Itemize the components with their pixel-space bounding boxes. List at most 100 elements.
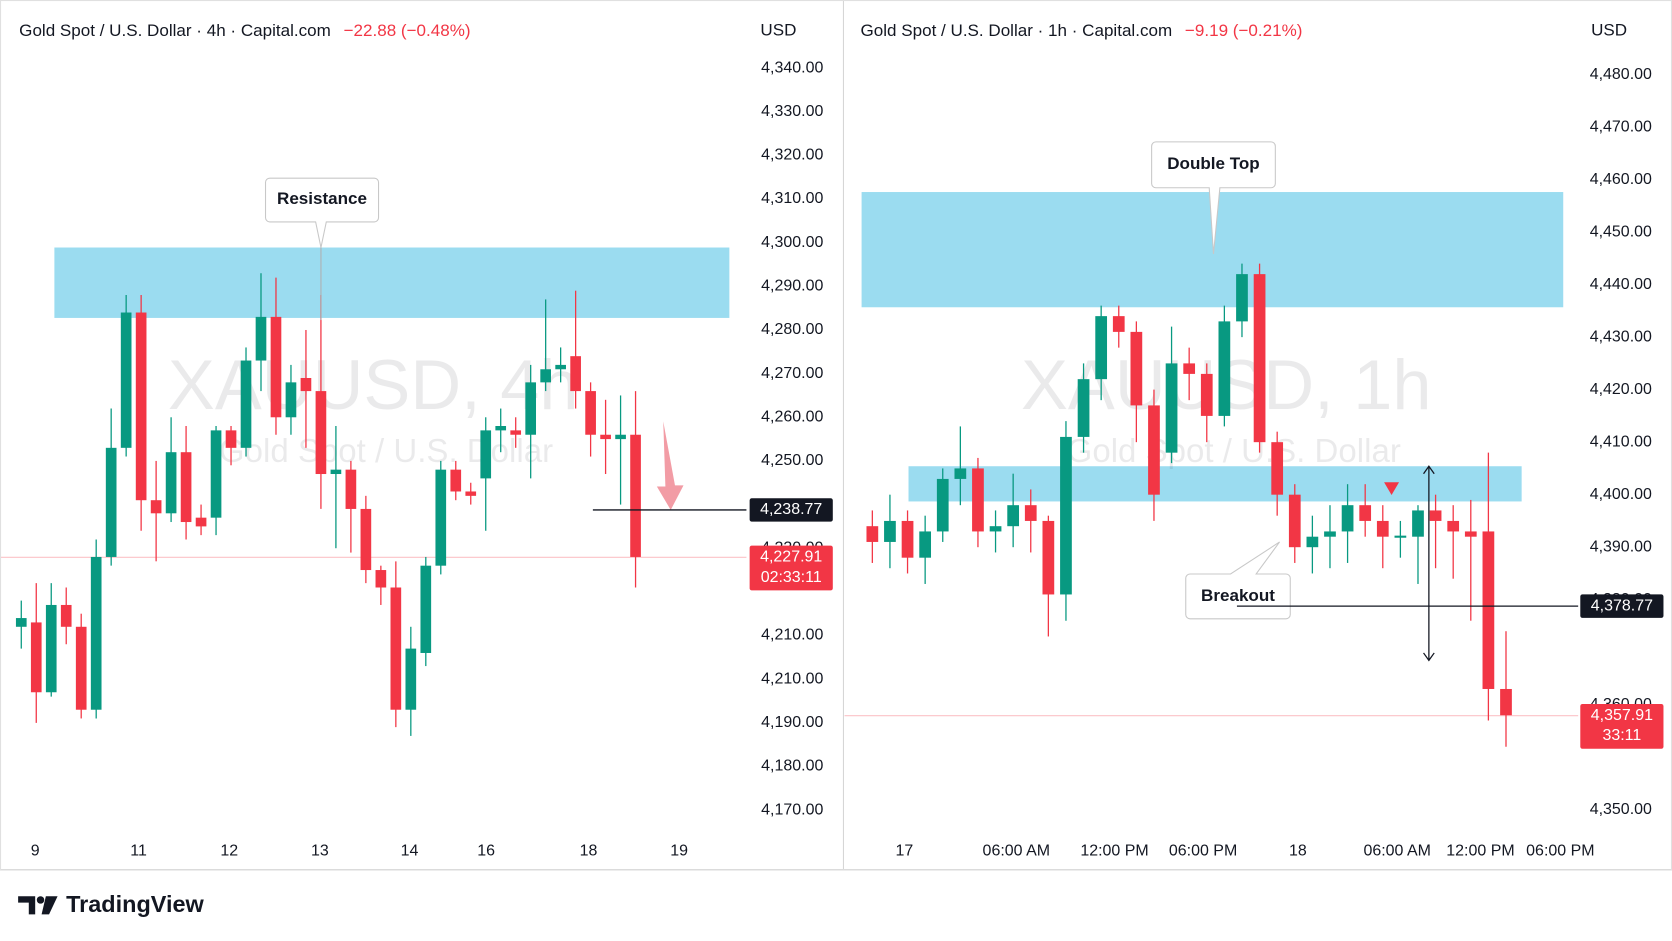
candle-body <box>330 469 342 475</box>
y-tick-label: 4,340.00 <box>761 59 823 76</box>
candle-body <box>1253 274 1266 443</box>
candle-body <box>30 622 42 693</box>
annotation-text: Resistance <box>277 189 367 208</box>
y-tick-label: 4,440.00 <box>1590 276 1652 293</box>
candle-body <box>150 500 162 514</box>
candle-body <box>1060 436 1072 595</box>
candle-body <box>1376 520 1389 537</box>
double-top-callout <box>1151 141 1276 254</box>
candle-body <box>195 517 207 527</box>
candle-body <box>1165 363 1178 453</box>
symbol-title: Gold Spot / U.S. Dollar · 1h · Capital.c… <box>861 20 1173 39</box>
candle-body <box>495 426 507 431</box>
candle-body <box>45 604 57 693</box>
candle-body <box>1324 531 1336 537</box>
candle-body <box>630 434 641 557</box>
candle-body <box>972 468 984 532</box>
candle-body <box>105 447 117 557</box>
candle-body <box>1464 531 1477 537</box>
candle-body <box>1183 363 1196 374</box>
y-tick-label: 4,210.00 <box>761 627 823 644</box>
candle-body <box>165 452 177 514</box>
price-tag <box>749 498 833 522</box>
y-tick-label: 4,390.00 <box>1590 538 1652 555</box>
candle-body <box>90 556 102 710</box>
last-price-label: 4,357.91 <box>1591 707 1653 724</box>
candle-body <box>1077 379 1090 437</box>
candle-body <box>1341 505 1354 532</box>
candle-body <box>180 452 192 523</box>
y-tick-label: 4,210.00 <box>761 670 823 687</box>
candle-body <box>1095 316 1108 380</box>
candle-body <box>1500 688 1512 716</box>
resistance-callout <box>264 177 380 248</box>
candle-body <box>1412 510 1424 537</box>
candle-body <box>480 430 492 479</box>
candle-body <box>135 312 147 501</box>
x-tick-label: 12:00 PM <box>1080 843 1148 860</box>
candle-body <box>420 565 432 653</box>
x-tick-label: 11 <box>130 843 147 860</box>
symbol-title: Gold Spot / U.S. Dollar · 4h · Capital.c… <box>19 20 331 39</box>
y-tick-label: 4,170.00 <box>761 801 823 818</box>
y-tick-label: 4,400.00 <box>1590 486 1652 503</box>
y-tick-label: 4,250.00 <box>761 452 823 469</box>
candle-body <box>120 312 132 448</box>
signal-triangle <box>1384 482 1400 496</box>
x-tick-label: 18 <box>1289 843 1307 860</box>
candle-body <box>1394 535 1407 538</box>
currency: USD <box>1591 20 1627 39</box>
candle-body <box>540 369 551 383</box>
y-tick-label: 4,320.00 <box>761 147 823 164</box>
x-tick-label: 14 <box>401 843 419 860</box>
candle-body <box>600 434 611 440</box>
brand-name: TradingView <box>66 891 204 917</box>
candle-body <box>615 434 626 440</box>
price-change: −22.88 (−0.48%) <box>344 20 471 39</box>
last-price-tag <box>1580 703 1664 749</box>
annotations: Resistance Double Top Breakout <box>264 141 1435 662</box>
candle-body <box>1112 316 1125 332</box>
price-change: −9.19 (−0.21%) <box>1185 20 1302 39</box>
candle-body <box>225 430 237 448</box>
candle-body <box>570 356 581 392</box>
candle-body <box>405 648 417 710</box>
candle-body <box>989 526 1002 532</box>
currency: USD <box>760 20 796 39</box>
last-price-tag <box>749 545 833 591</box>
price-tag-label: 4,378.77 <box>1591 597 1653 614</box>
watermark-subtitle: Gold Spot / U.S. Dollar <box>219 433 553 470</box>
resistance-zone <box>54 247 730 318</box>
x-tick-label: 17 <box>895 843 913 860</box>
x-tick-label: 16 <box>477 843 495 860</box>
x-tick-label: 06:00 AM <box>983 843 1051 860</box>
brand-logo: TradingView <box>18 891 205 917</box>
x-tick-label: 9 <box>31 843 40 860</box>
candle-body <box>210 430 222 518</box>
candle-body <box>585 391 596 435</box>
candle-body <box>1236 274 1248 322</box>
candle-body <box>954 468 967 479</box>
zones <box>54 192 1564 502</box>
candle-body <box>555 364 566 370</box>
y-tick-label: 4,480.00 <box>1590 66 1652 83</box>
y-tick-label: 4,470.00 <box>1590 118 1652 135</box>
candle-body <box>1218 321 1231 416</box>
countdown-label: 33:11 <box>1602 727 1641 744</box>
x-tick-label: 06:00 PM <box>1526 843 1594 860</box>
x-tick-label: 13 <box>311 843 329 860</box>
price-tag-label: 4,238.77 <box>760 501 822 518</box>
candle-body <box>75 626 87 710</box>
x-tick-label: 06:00 PM <box>1169 843 1237 860</box>
candle-body <box>1042 520 1055 595</box>
watermark: XAUUSD, 4h <box>168 345 579 424</box>
last-price-label: 4,227.91 <box>760 549 822 566</box>
candles <box>0 263 1579 747</box>
logo-part <box>41 896 58 915</box>
headers: Gold Spot / U.S. Dollar · 4h · Capital.c… <box>19 20 1627 39</box>
x-tick-label: 06:00 AM <box>1363 843 1431 860</box>
candle-body <box>390 587 402 710</box>
candle-body <box>465 491 477 496</box>
x-tick-label: 12 <box>220 843 238 860</box>
